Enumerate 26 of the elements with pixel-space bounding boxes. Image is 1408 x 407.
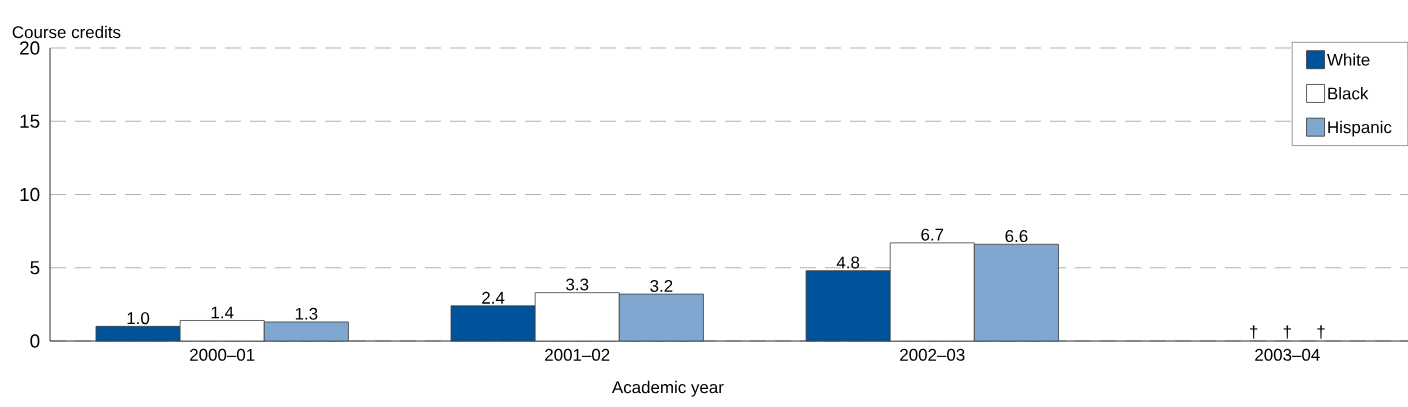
x-tick-label: 2002–03 — [900, 348, 965, 361]
legend-label: Hispanic — [1328, 120, 1392, 137]
y-axis-title: Course credits — [12, 25, 121, 39]
text: † — [1283, 325, 1291, 339]
text: † — [1250, 325, 1258, 339]
data-label: 3.3 — [566, 278, 589, 291]
x-axis-title: Academic year — [611, 380, 724, 397]
data-label: 6.6 — [1005, 230, 1028, 243]
y-tick-label: 5 — [30, 261, 40, 275]
legend-label: Black — [1328, 87, 1369, 100]
y-tick-label: 20 — [20, 41, 40, 55]
x-tick-label: 2001–02 — [545, 348, 610, 361]
data-label: 2.4 — [482, 291, 505, 304]
y-tick-label: 15 — [20, 114, 40, 128]
legend-label: White — [1327, 53, 1370, 66]
data-label: 1.3 — [295, 307, 318, 320]
x-tick-label: 2000–01 — [190, 348, 255, 361]
y-tick-label: 10 — [20, 187, 40, 202]
data-label: 1.0 — [127, 312, 150, 325]
x-tick-label: 2003–04 — [1255, 348, 1320, 361]
y-tick-label: 0 — [30, 334, 40, 348]
data-label: 1.4 — [211, 306, 234, 319]
data-label: 3.2 — [650, 279, 673, 292]
data-label: 6.7 — [921, 228, 944, 241]
text: † — [1317, 325, 1325, 339]
data-label: 4.8 — [836, 256, 860, 269]
